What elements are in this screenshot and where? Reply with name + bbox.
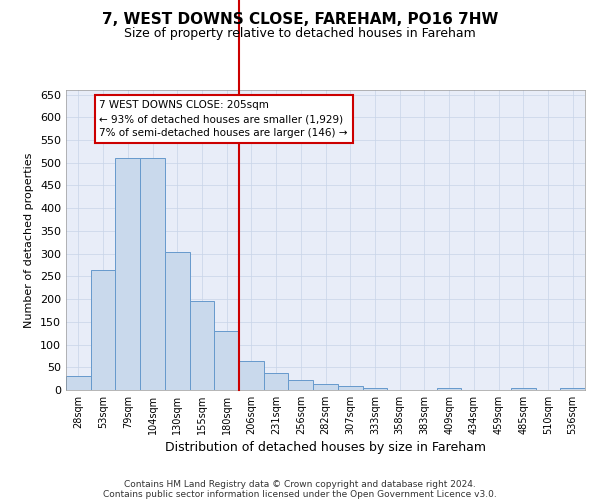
Text: 7 WEST DOWNS CLOSE: 205sqm
← 93% of detached houses are smaller (1,929)
7% of se: 7 WEST DOWNS CLOSE: 205sqm ← 93% of deta… xyxy=(100,100,348,138)
Bar xyxy=(91,270,115,390)
Bar xyxy=(214,331,239,390)
Bar xyxy=(511,388,536,390)
Bar xyxy=(190,301,214,390)
Bar xyxy=(289,380,313,390)
Bar xyxy=(338,386,362,390)
Bar xyxy=(66,376,91,390)
Bar xyxy=(165,252,190,390)
Bar xyxy=(362,388,387,390)
Text: Size of property relative to detached houses in Fareham: Size of property relative to detached ho… xyxy=(124,28,476,40)
Bar xyxy=(264,372,289,390)
Text: 7, WEST DOWNS CLOSE, FAREHAM, PO16 7HW: 7, WEST DOWNS CLOSE, FAREHAM, PO16 7HW xyxy=(102,12,498,28)
Bar xyxy=(313,384,338,390)
Bar xyxy=(560,388,585,390)
Bar xyxy=(437,388,461,390)
Bar xyxy=(140,158,165,390)
Text: Contains HM Land Registry data © Crown copyright and database right 2024.
Contai: Contains HM Land Registry data © Crown c… xyxy=(103,480,497,499)
Bar xyxy=(239,361,264,390)
X-axis label: Distribution of detached houses by size in Fareham: Distribution of detached houses by size … xyxy=(165,441,486,454)
Y-axis label: Number of detached properties: Number of detached properties xyxy=(25,152,34,328)
Bar xyxy=(115,158,140,390)
